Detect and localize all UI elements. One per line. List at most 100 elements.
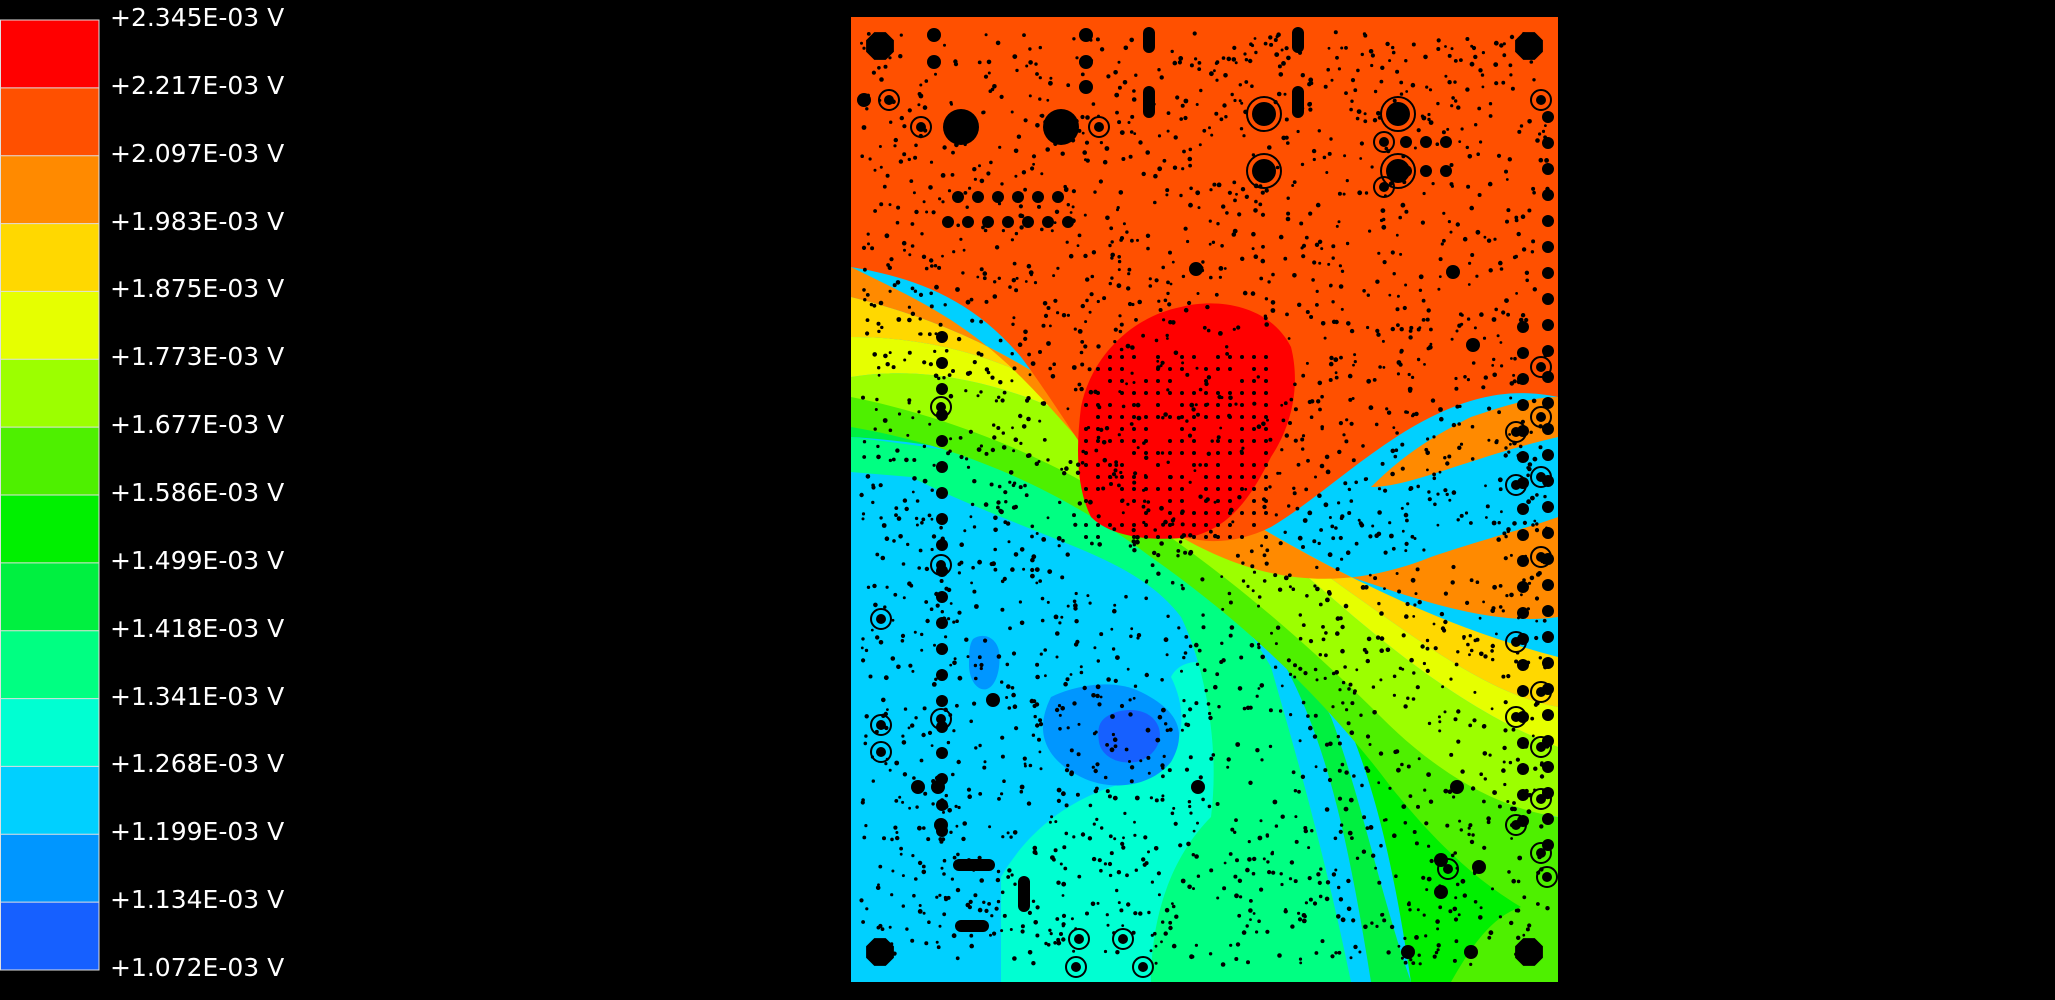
via xyxy=(1465,145,1469,150)
via xyxy=(954,804,958,809)
via xyxy=(935,940,939,944)
via xyxy=(1374,422,1379,427)
via xyxy=(1230,92,1234,97)
via xyxy=(865,318,870,322)
via xyxy=(866,232,870,236)
via xyxy=(997,797,1001,801)
via xyxy=(1448,498,1452,502)
via xyxy=(1382,217,1386,222)
via xyxy=(1010,873,1014,877)
via xyxy=(863,298,867,302)
via xyxy=(1316,872,1321,877)
via xyxy=(1042,301,1048,306)
via xyxy=(1525,278,1529,283)
via xyxy=(872,352,877,357)
via xyxy=(1080,362,1085,367)
via xyxy=(1097,542,1102,547)
via xyxy=(1031,899,1036,903)
via xyxy=(1473,900,1478,904)
voltage-contour-plot[interactable] xyxy=(851,17,1558,982)
via xyxy=(1249,643,1255,648)
via xyxy=(1193,469,1197,472)
via xyxy=(1299,221,1304,226)
via xyxy=(1228,391,1232,395)
via xyxy=(1240,427,1244,431)
via xyxy=(1482,751,1488,756)
via xyxy=(1317,239,1323,244)
via xyxy=(967,794,972,799)
via xyxy=(1015,276,1019,280)
via xyxy=(1249,918,1252,921)
via xyxy=(1065,677,1070,682)
via xyxy=(1340,557,1344,561)
via xyxy=(1328,741,1333,747)
via xyxy=(1135,535,1140,540)
via xyxy=(871,500,875,505)
via xyxy=(957,137,961,141)
via xyxy=(1278,709,1283,713)
via xyxy=(1079,350,1084,355)
via xyxy=(1048,820,1052,824)
via xyxy=(943,303,947,307)
via xyxy=(1121,924,1125,927)
via xyxy=(1519,124,1524,128)
pcb-voltage-map[interactable] xyxy=(851,17,1558,982)
via xyxy=(862,46,866,50)
via xyxy=(1509,73,1513,77)
via xyxy=(1317,380,1323,386)
via xyxy=(1314,475,1317,479)
via xyxy=(1311,278,1315,282)
via xyxy=(1108,403,1112,407)
via xyxy=(1156,415,1160,419)
via xyxy=(1056,787,1062,793)
via xyxy=(1520,313,1526,318)
via xyxy=(1462,236,1468,242)
via xyxy=(1065,552,1070,557)
via xyxy=(1129,634,1133,639)
via xyxy=(1339,823,1344,827)
contour-band-1773 xyxy=(851,373,1558,817)
via xyxy=(1545,794,1550,800)
via xyxy=(1060,575,1065,580)
via xyxy=(1233,98,1237,103)
via xyxy=(1436,47,1441,51)
via xyxy=(1110,252,1115,258)
via xyxy=(1509,34,1515,40)
via xyxy=(1353,353,1357,357)
via xyxy=(1120,355,1124,359)
via xyxy=(1331,256,1335,260)
via xyxy=(1337,67,1341,71)
via xyxy=(1023,329,1028,335)
via xyxy=(1113,678,1118,684)
via xyxy=(1157,166,1163,172)
via xyxy=(1337,501,1341,505)
via xyxy=(1076,752,1081,757)
via xyxy=(1280,882,1284,887)
via xyxy=(1132,427,1136,431)
via xyxy=(1201,260,1205,264)
via xyxy=(1091,693,1096,698)
via xyxy=(1321,625,1325,629)
via xyxy=(1277,64,1282,69)
mounting-hole xyxy=(1515,938,1543,966)
via xyxy=(1027,950,1033,955)
via xyxy=(1182,655,1186,660)
via xyxy=(957,675,963,681)
via xyxy=(1083,253,1088,259)
via xyxy=(1035,674,1040,680)
via xyxy=(1157,134,1162,138)
via xyxy=(1389,924,1395,930)
via xyxy=(1197,61,1202,65)
via xyxy=(873,602,878,608)
via xyxy=(911,416,915,420)
via xyxy=(940,536,945,541)
via xyxy=(861,637,865,641)
via xyxy=(1018,485,1023,490)
via xyxy=(1025,64,1029,68)
via xyxy=(1415,685,1420,690)
via xyxy=(1471,833,1475,837)
via xyxy=(1337,950,1342,955)
via xyxy=(1507,450,1511,454)
via xyxy=(901,874,905,878)
via xyxy=(1515,650,1520,655)
